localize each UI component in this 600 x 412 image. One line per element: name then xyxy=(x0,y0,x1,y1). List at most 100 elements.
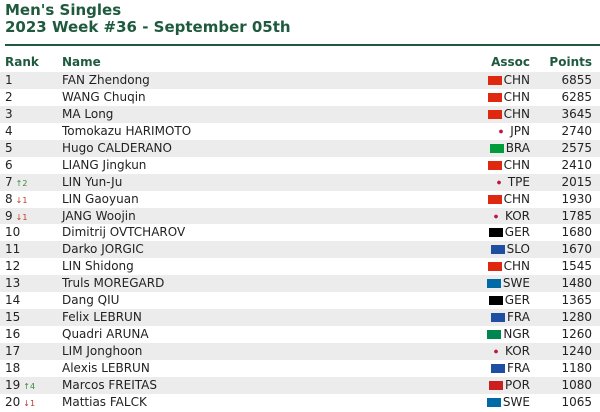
rank-value: 7 xyxy=(5,174,13,189)
player-name: Hugo CALDERANO xyxy=(62,140,172,155)
flag-icon xyxy=(487,330,502,340)
table-row: 4 Tomokazu HARIMOTO JPN 2740 xyxy=(0,123,600,140)
flag-icon xyxy=(491,177,506,187)
player-name: Dang QIU xyxy=(62,293,120,308)
flag-icon xyxy=(488,380,503,390)
assoc-cell: SWE xyxy=(486,394,530,411)
column-header-points: Points xyxy=(549,55,592,69)
rank-value: 19 xyxy=(5,377,21,392)
flag-icon xyxy=(487,160,502,170)
table-row: 11 Darko JORGIC SLO 1670 xyxy=(0,241,600,259)
rank-value: 20 xyxy=(5,394,21,409)
page-title: Men's Singles xyxy=(5,1,122,19)
assoc-code: KOR xyxy=(505,208,530,223)
assoc-code: FRA xyxy=(507,310,530,325)
table-row: 8 ↓1 LIN Gaoyuan CHN 1930 xyxy=(0,191,600,208)
assoc-code: GER xyxy=(504,225,530,240)
assoc-cell: CHN xyxy=(487,258,530,275)
rank-value: 10 xyxy=(5,225,21,240)
rank-cell: 5 xyxy=(5,140,16,158)
player-name: Darko JORGIC xyxy=(62,242,144,257)
flag-icon xyxy=(489,347,503,356)
points-value: 1680 xyxy=(561,225,592,240)
assoc-code: JPN xyxy=(510,123,530,138)
points-value: 3645 xyxy=(561,106,592,121)
player-name: Tomokazu HARIMOTO xyxy=(62,123,192,138)
rank-cell: 13 xyxy=(5,275,23,293)
flag-icon xyxy=(487,92,502,102)
points-value: 1365 xyxy=(561,293,592,308)
flag-icon xyxy=(491,363,506,373)
rank-cell: 18 xyxy=(5,360,23,378)
column-header-rank: Rank xyxy=(5,55,39,69)
divider xyxy=(5,44,600,46)
assoc-code: CHN xyxy=(503,106,530,121)
rank-value: 1 xyxy=(5,73,13,87)
table-row: 13 Truls MOREGARD SWE 1480 xyxy=(0,275,600,293)
table-row: 1 FAN Zhendong CHN 6855 xyxy=(0,72,600,89)
rank-cell: 6 xyxy=(5,157,16,175)
points-value: 1480 xyxy=(561,276,592,291)
player-name: MA Long xyxy=(62,106,114,121)
flag-icon xyxy=(487,262,502,272)
rank-cell: 1 xyxy=(5,72,16,90)
rank-change: ↓1 xyxy=(15,195,28,205)
assoc-code: SWE xyxy=(502,394,530,409)
rank-value: 18 xyxy=(5,360,21,375)
rank-cell: 7 ↑2 xyxy=(5,174,27,192)
rank-cell: 2 xyxy=(5,89,16,107)
assoc-code: CHN xyxy=(503,157,530,172)
assoc-code: FRA xyxy=(507,360,530,375)
assoc-cell: CHN xyxy=(487,191,530,208)
points-value: 1180 xyxy=(561,360,592,375)
page-subtitle: 2023 Week #36 - September 05th xyxy=(5,18,291,36)
assoc-cell: SWE xyxy=(486,275,530,292)
assoc-code: BRA xyxy=(505,140,530,155)
rank-value: 13 xyxy=(5,276,21,291)
table-row: 16 Quadri ARUNA NGR 1260 xyxy=(0,326,600,343)
assoc-cell: CHN xyxy=(487,72,530,89)
points-value: 2740 xyxy=(561,123,592,138)
rank-cell: 20 ↓1 xyxy=(5,394,35,412)
points-value: 2410 xyxy=(561,157,592,172)
player-name: Mattias FALCK xyxy=(62,394,147,409)
assoc-code: SWE xyxy=(502,276,530,291)
assoc-code: SLO xyxy=(506,242,530,257)
column-header-assoc: Assoc xyxy=(491,55,530,69)
table-row: 6 LIANG Jingkun CHN 2410 xyxy=(0,157,600,174)
points-value: 1260 xyxy=(561,327,592,342)
player-name: LIN Shidong xyxy=(62,259,134,274)
rank-cell: 16 xyxy=(5,326,23,344)
column-header-name: Name xyxy=(62,55,101,69)
flag-icon xyxy=(486,397,501,407)
player-name: WANG Chuqin xyxy=(62,89,146,104)
rank-value: 3 xyxy=(5,106,13,121)
points-value: 2015 xyxy=(561,174,592,189)
table-row: 2 WANG Chuqin CHN 6285 xyxy=(0,89,600,106)
assoc-cell: GER xyxy=(488,292,530,309)
rank-change: ↓1 xyxy=(15,212,28,222)
assoc-code: GER xyxy=(504,293,530,308)
assoc-cell: NGR xyxy=(487,326,530,343)
rank-change: ↓1 xyxy=(23,398,36,408)
player-name: LIN Yun-Ju xyxy=(62,174,123,189)
rank-cell: 14 xyxy=(5,292,23,310)
table-row: 15 Felix LEBRUN FRA 1280 xyxy=(0,309,600,327)
player-name: Marcos FREITAS xyxy=(62,377,157,392)
assoc-cell: FRA xyxy=(491,360,530,377)
player-name: LIM Jonghoon xyxy=(62,344,143,358)
player-name: LIANG Jingkun xyxy=(62,157,147,172)
rank-value: 9 xyxy=(5,208,13,223)
rank-cell: 3 xyxy=(5,106,16,124)
points-value: 1670 xyxy=(561,242,592,257)
rank-change: ↑2 xyxy=(15,178,28,188)
rank-cell: 12 xyxy=(5,258,23,276)
assoc-code: NGR xyxy=(503,327,530,342)
points-value: 1240 xyxy=(561,344,592,358)
flag-icon xyxy=(489,211,503,221)
rank-value: 4 xyxy=(5,123,13,138)
flag-icon xyxy=(488,296,503,306)
rank-cell: 19 ↑4 xyxy=(5,377,35,395)
points-value: 1930 xyxy=(561,191,592,206)
rank-cell: 15 xyxy=(5,309,23,327)
